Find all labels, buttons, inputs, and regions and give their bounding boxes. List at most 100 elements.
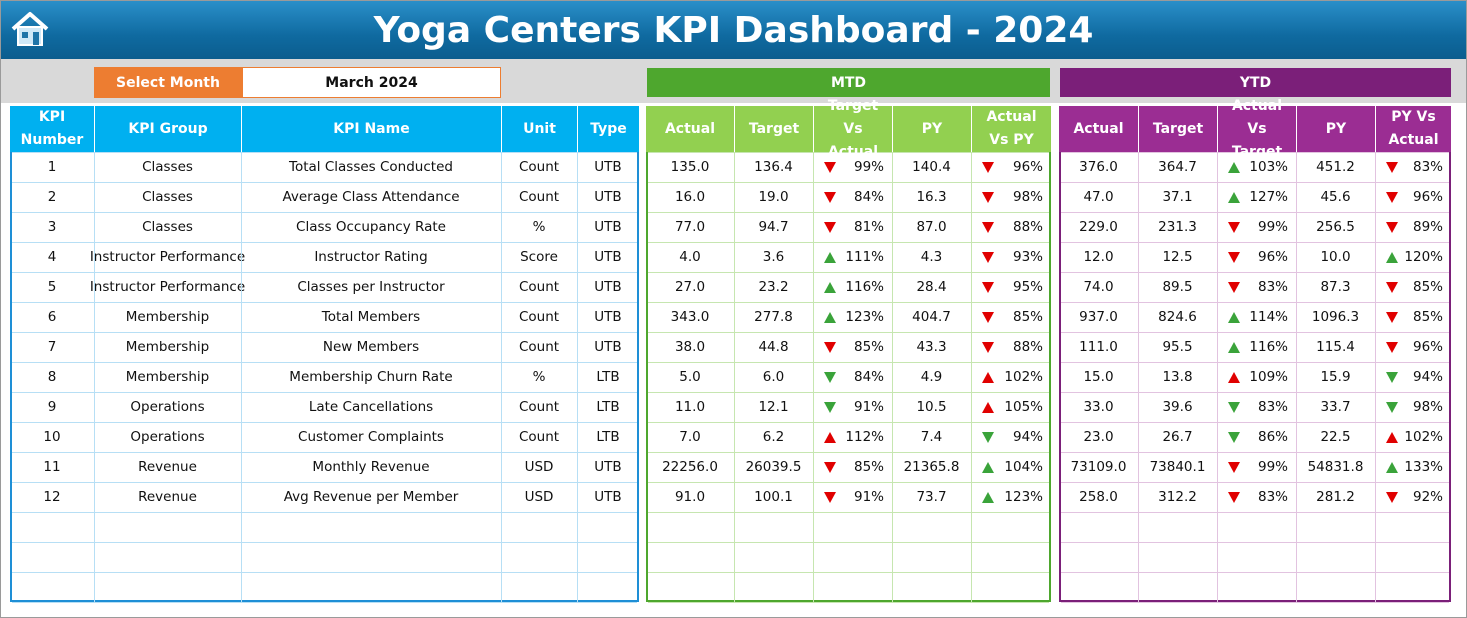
row-line	[12, 602, 637, 603]
pct-cell: 116%	[1217, 332, 1296, 362]
pct-value: 92%	[1412, 489, 1443, 505]
pct-cell: 99%	[1217, 212, 1296, 242]
row-line	[1061, 512, 1449, 513]
table-cell: Total Members	[321, 309, 421, 325]
arrow-down	[824, 341, 836, 353]
table-cell: 37.1	[1162, 189, 1193, 205]
pct-cell: 94%	[1375, 362, 1451, 392]
pct-cell: 89%	[1375, 212, 1451, 242]
pct-value: 116%	[845, 279, 884, 295]
pct-value: 99%	[1257, 459, 1288, 475]
arrow-down	[1228, 401, 1240, 413]
home-icon[interactable]	[9, 9, 51, 49]
row-line	[648, 242, 1049, 243]
table-cell: 1	[47, 159, 57, 175]
table-cell: 404.7	[912, 309, 951, 325]
pct-cell: 133%	[1375, 452, 1451, 482]
table-cell: Late Cancellations	[308, 399, 434, 415]
table-cell: 44.8	[758, 339, 789, 355]
pct-cell: 85%	[1375, 272, 1451, 302]
table-cell: 136.4	[754, 159, 793, 175]
column-header: Target Vs Actual	[813, 98, 892, 160]
table-cell: New Members	[322, 339, 420, 355]
pct-cell: 91%	[813, 482, 892, 512]
arrow-up	[1386, 461, 1398, 473]
col-line	[971, 152, 972, 602]
column-header: Target	[1138, 106, 1217, 152]
table-cell: 364.7	[1158, 159, 1197, 175]
pct-value: 88%	[1012, 339, 1043, 355]
row-line	[12, 572, 637, 573]
row-line	[1061, 452, 1449, 453]
table-cell: Revenue	[138, 489, 197, 505]
pct-cell: 99%	[813, 152, 892, 182]
pct-cell: 88%	[971, 212, 1051, 242]
pct-cell: 114%	[1217, 302, 1296, 332]
col-line	[1375, 152, 1376, 602]
row-line	[12, 242, 637, 243]
pct-cell: 85%	[1375, 302, 1451, 332]
arrow-down	[982, 251, 994, 263]
table-cell: Class Occupancy Rate	[296, 219, 446, 235]
arrow-down	[982, 281, 994, 293]
month-selector[interactable]: March 2024	[242, 67, 501, 98]
pct-cell: 127%	[1217, 182, 1296, 212]
arrow-down	[824, 371, 836, 383]
table-cell: 54831.8	[1307, 459, 1364, 475]
table-cell: Count	[518, 189, 560, 205]
row-line	[648, 332, 1049, 333]
table-cell: 45.6	[1320, 189, 1351, 205]
pct-value: 89%	[1412, 219, 1443, 235]
pct-value: 111%	[845, 249, 884, 265]
table-cell: 111.0	[1079, 339, 1118, 355]
row-line	[648, 482, 1049, 483]
row-line	[12, 452, 637, 453]
row-line	[12, 422, 637, 423]
pct-value: 83%	[1412, 159, 1443, 175]
arrow-down	[824, 461, 836, 473]
table-cell: 135.0	[670, 159, 710, 175]
pct-cell: 96%	[1375, 332, 1451, 362]
column-header: PY Vs Actual	[1375, 106, 1451, 152]
col-line	[734, 152, 735, 602]
pct-cell: 98%	[971, 182, 1051, 212]
row-line	[12, 512, 637, 513]
arrow-down	[1228, 251, 1240, 263]
table-cell: 47.0	[1083, 189, 1114, 205]
table-cell: UTB	[594, 459, 622, 475]
pct-cell: 85%	[813, 332, 892, 362]
table-cell: LTB	[596, 369, 620, 385]
table-cell: Count	[518, 429, 560, 445]
row-line	[1061, 302, 1449, 303]
table-cell: 7.4	[920, 429, 943, 445]
row-line	[12, 302, 637, 303]
table-cell: %	[532, 369, 546, 385]
table-cell: Membership Churn Rate	[289, 369, 453, 385]
table-cell: USD	[524, 489, 554, 505]
table-cell: 5	[47, 279, 57, 295]
pct-cell: 84%	[813, 182, 892, 212]
arrow-down	[982, 341, 994, 353]
table-cell: 12.1	[758, 399, 789, 415]
row-line	[1061, 572, 1449, 573]
pct-cell: 104%	[971, 452, 1051, 482]
table-cell: 73109.0	[1070, 459, 1127, 475]
row-line	[12, 212, 637, 213]
pct-value: 96%	[1257, 249, 1288, 265]
row-line	[12, 182, 637, 183]
table-cell: 87.3	[1320, 279, 1351, 295]
pct-value: 105%	[1004, 399, 1043, 415]
table-cell: 12	[43, 489, 61, 505]
pct-cell: 103%	[1217, 152, 1296, 182]
pct-cell: 102%	[1375, 422, 1451, 452]
col-line	[1296, 152, 1297, 602]
table-cell: UTB	[594, 219, 622, 235]
table-cell: 91.0	[674, 489, 706, 505]
ytd-title: YTD	[1060, 68, 1451, 97]
table-cell: 2	[47, 189, 57, 205]
table-cell: 343.0	[670, 309, 710, 325]
table-cell: 9	[47, 399, 57, 415]
row-line	[648, 602, 1049, 603]
pct-value: 112%	[845, 429, 884, 445]
pct-value: 91%	[853, 399, 884, 415]
